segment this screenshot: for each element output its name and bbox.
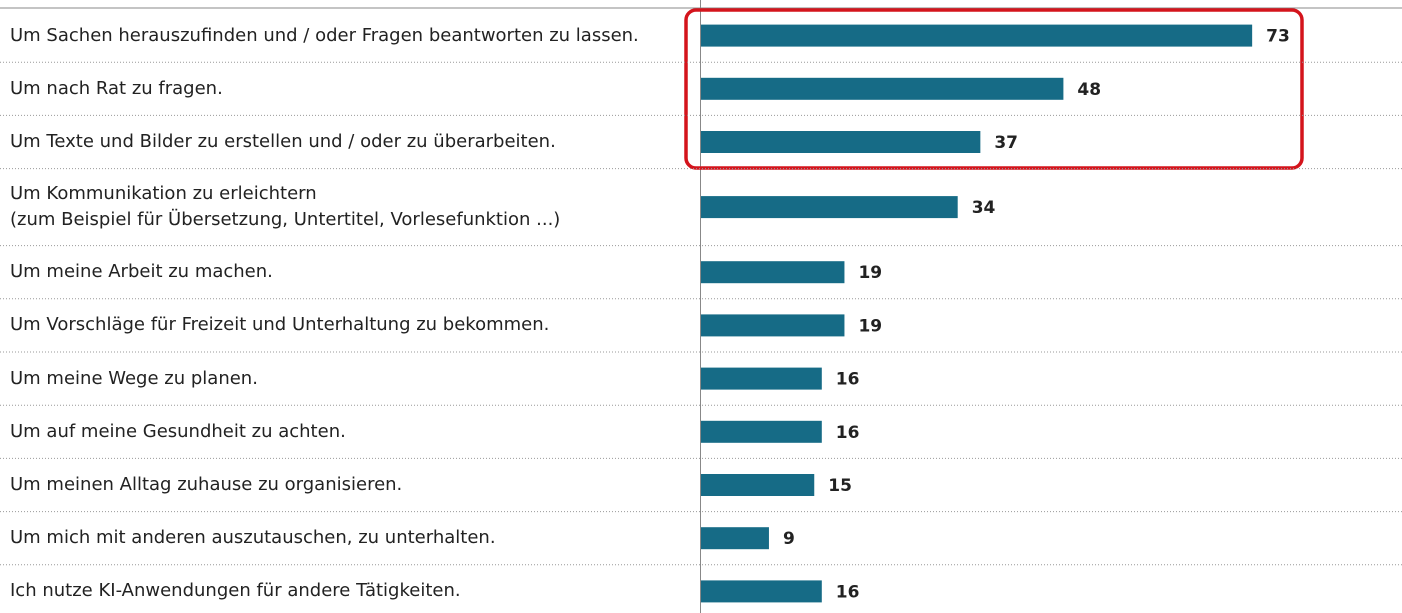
value-label: 15 — [828, 476, 852, 496]
bar — [701, 261, 845, 284]
bar — [701, 527, 769, 550]
category-label: Ich nutze KI-Anwendungen für andere Täti… — [10, 580, 461, 602]
value-label: 34 — [972, 198, 996, 218]
value-label: 16 — [836, 582, 860, 602]
value-label: 37 — [994, 133, 1018, 153]
value-label: 9 — [783, 529, 795, 549]
bar — [701, 367, 822, 390]
category-label: Um Texte und Bilder zu erstellen und / o… — [10, 131, 556, 152]
value-label: 73 — [1266, 27, 1290, 47]
category-label: Um Vorschläge für Freizeit und Unterhalt… — [10, 314, 550, 336]
highlight-box — [684, 8, 1304, 170]
category-label: Um Kommunikation zu erleichtern (zum Bei… — [10, 183, 561, 231]
value-label: 48 — [1077, 80, 1101, 100]
category-label: Um nach Rat zu fragen. — [10, 77, 223, 99]
bar — [701, 24, 1253, 47]
bar — [701, 314, 845, 337]
value-label: 16 — [836, 423, 860, 443]
value-label: 19 — [858, 316, 882, 336]
category-label: Um meine Arbeit zu machen. — [10, 261, 273, 283]
bar — [701, 77, 1064, 100]
category-label: Um auf meine Gesundheit zu achten. — [10, 420, 346, 442]
category-label: Um Sachen herauszufinden und / oder Frag… — [10, 24, 639, 46]
bar — [701, 420, 822, 443]
value-label: 19 — [858, 263, 882, 283]
bar — [701, 474, 815, 496]
category-label: Um mich mit anderen auszutauschen, zu un… — [10, 527, 496, 549]
category-label: Um meinen Alltag zuhause zu organisieren… — [10, 474, 403, 495]
category-label: Um meine Wege zu planen. — [10, 367, 258, 389]
bar — [701, 196, 958, 219]
bar — [701, 131, 981, 153]
value-label: 16 — [836, 370, 860, 390]
bar — [701, 580, 822, 603]
